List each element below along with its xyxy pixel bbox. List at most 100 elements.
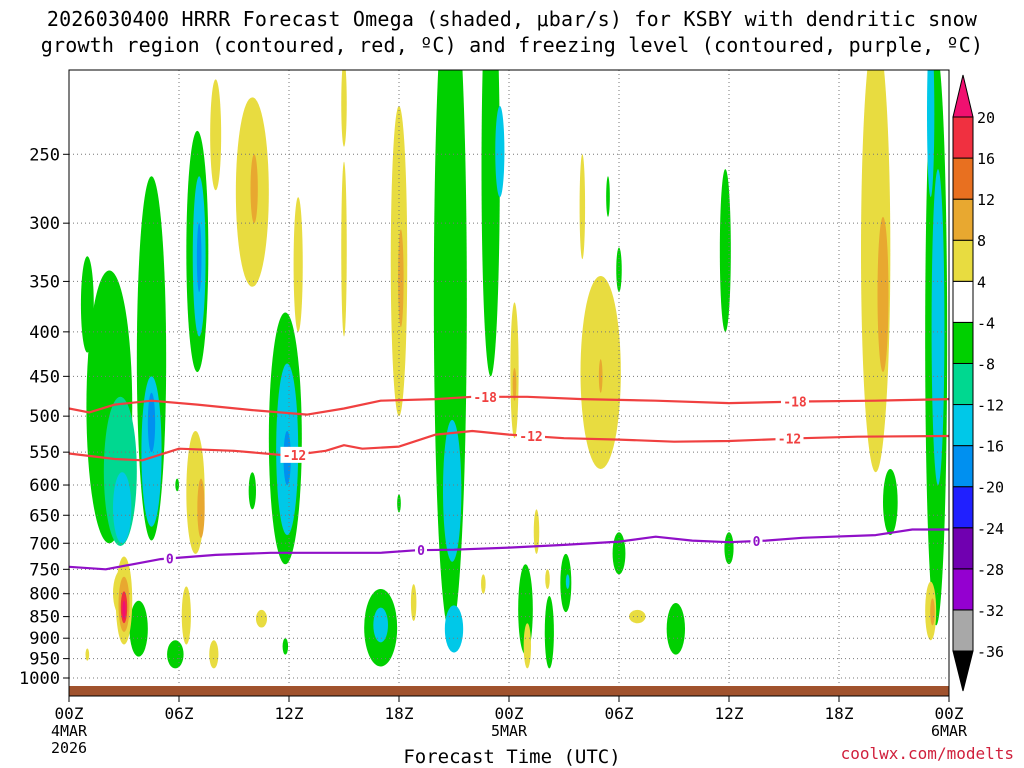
y-tick-label-7: 600 — [29, 476, 60, 496]
dgz-minus-12-label-0: -12 — [283, 449, 306, 464]
colorbar-swatch-5 — [952, 404, 974, 447]
y-tick-label-0: 250 — [29, 145, 60, 165]
x-tick-label-1: 06Z — [165, 704, 194, 723]
x-tick-label-6: 12Z — [715, 704, 744, 723]
colorbar-swatch-8 — [952, 280, 974, 323]
omega-cell-17 — [282, 638, 289, 655]
freezing-level-0-line — [69, 528, 949, 571]
omega-cell-9 — [129, 600, 148, 657]
x-tick-label-3: 18Z — [385, 704, 414, 723]
colorbar-swatch-3 — [952, 486, 974, 529]
colorbar-swatch-2 — [952, 527, 974, 570]
x-tick-sublabel-0-1: 2026 — [51, 739, 87, 757]
colorbar-label-0: -36 — [977, 643, 1004, 661]
omega-cell-20 — [397, 494, 401, 513]
colorbar-label-8: -4 — [977, 314, 995, 332]
y-tick-label-1: 300 — [29, 214, 60, 234]
omega-cell-56 — [341, 161, 347, 337]
colorbar-swatch-0 — [952, 609, 974, 652]
colorbar-high-arrow — [952, 74, 974, 118]
omega-cell-39 — [927, 70, 935, 198]
x-tick-label-5: 06Z — [605, 704, 634, 723]
x-tick-label-8: 00Z — [935, 704, 964, 723]
y-tick-label-13: 900 — [29, 629, 60, 649]
omega-cell-54 — [293, 197, 303, 332]
omega-cell-33 — [666, 603, 685, 655]
y-tick-label-10: 750 — [29, 560, 60, 580]
omega-cell-3 — [113, 472, 132, 544]
colorbar-swatch-11 — [952, 157, 974, 200]
omega-cell-65 — [545, 569, 550, 589]
omega-cell-36 — [883, 468, 898, 536]
dgz-minus-12-label-1: -12 — [519, 430, 542, 445]
x-tick-label-0: 00Z — [55, 704, 84, 723]
colorbar-label-4: -20 — [977, 479, 1004, 497]
dgz-minus-12-label-bg-1 — [517, 428, 545, 445]
omega-cell-19 — [373, 607, 388, 643]
dgz-minus-18-label-1: -18 — [783, 396, 807, 411]
freezing-level-0-label-1: 0 — [417, 544, 425, 559]
omega-cell-27 — [544, 596, 554, 669]
x-tick-sublabel-0-0: 4MAR — [51, 722, 88, 740]
omega-cell-12 — [196, 223, 202, 293]
omega-cell-66 — [579, 154, 586, 260]
y-tick-label-3: 400 — [29, 323, 60, 343]
colorbar: -36 -32 -28 -24 -20 -16 -12 -8 -4 4 8 12 16 20 — [952, 74, 1004, 692]
x-tick-sublabel-4-0: 5MAR — [491, 722, 528, 740]
y-tick-label-14: 950 — [29, 650, 60, 670]
freezing-level-0-label-2: 0 — [753, 535, 761, 550]
omega-cell-63 — [523, 623, 531, 669]
y-tick-label-6: 550 — [29, 443, 60, 463]
omega-cell-6 — [147, 392, 156, 453]
x-axis-title: Forecast Time (UTC) — [403, 746, 621, 768]
omega-cell-44 — [122, 600, 126, 619]
freezing-level-0-label-bg-1 — [415, 542, 427, 559]
y-tick-label-11: 800 — [29, 585, 60, 605]
x-tick-label-4: 00Z — [495, 704, 524, 723]
omega-cell-59 — [410, 584, 417, 622]
omega-cell-60 — [481, 574, 486, 594]
colorbar-label-12: 16 — [977, 150, 995, 168]
freezing-level-0-label-0: 0 — [166, 552, 174, 567]
omega-cell-38 — [931, 169, 945, 486]
y-tick-label-15: 1000 — [19, 669, 60, 689]
colorbar-label-5: -16 — [977, 438, 1004, 456]
omega-cell-53 — [256, 609, 267, 628]
colorbar-swatch-6 — [952, 362, 974, 406]
dgz-minus-18-line — [69, 395, 949, 416]
omega-cell-34 — [719, 169, 731, 332]
freezing-level-0-label-bg-0 — [163, 550, 176, 567]
y-axis: 2503003504004505005506006507007508008509… — [19, 145, 69, 689]
grid-lines — [69, 70, 949, 696]
omega-cell-48 — [197, 478, 205, 538]
source-credit[interactable]: coolwx.com/modelts — [840, 744, 1014, 763]
x-tick-label-7: 18Z — [825, 704, 854, 723]
omega-cell-22 — [443, 419, 462, 562]
colorbar-label-11: 12 — [977, 191, 995, 209]
y-tick-label-8: 650 — [29, 506, 60, 526]
colorbar-swatch-10 — [952, 198, 974, 241]
dgz-minus-12-label-bg-2 — [775, 430, 804, 447]
colorbar-swatch-1 — [952, 568, 974, 611]
omega-cell-0 — [80, 256, 94, 353]
y-tick-label-9: 700 — [29, 534, 60, 554]
y-tick-label-5: 500 — [29, 407, 60, 427]
omega-cell-35 — [724, 532, 734, 565]
colorbar-label-6: -12 — [977, 397, 1004, 415]
dgz-minus-12-label-2: -12 — [778, 433, 801, 448]
omega-cell-13 — [248, 472, 256, 510]
colorbar-swatch-7 — [952, 321, 974, 364]
omega-cell-52 — [250, 154, 258, 224]
chart-title-line-2: growth region (contoured, red, ºC) and f… — [40, 33, 984, 57]
omega-cell-71 — [877, 216, 889, 373]
omega-cell-25 — [495, 106, 505, 198]
colorbar-low-arrow — [952, 650, 974, 692]
dgz-minus-18-label-0: -18 — [473, 391, 497, 406]
omega-cell-45 — [85, 648, 90, 661]
dgz-minus-12-line — [69, 429, 949, 462]
contour-labels: -18 -18 -12 -12 -12 0 0 0 — [163, 388, 809, 567]
colorbar-label-13: 20 — [977, 109, 995, 127]
omega-cell-30 — [606, 176, 610, 217]
